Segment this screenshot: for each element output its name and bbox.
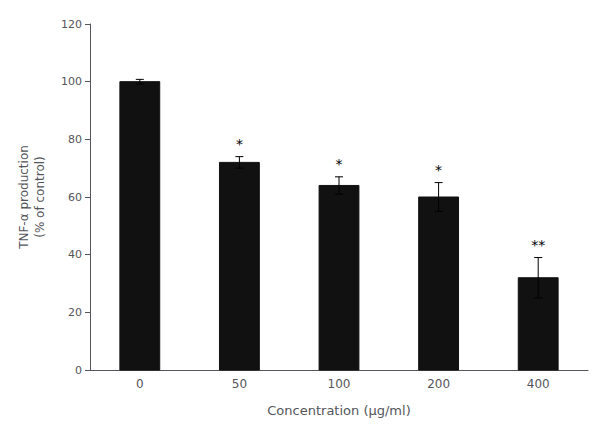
svg-text:200: 200 xyxy=(427,377,450,391)
svg-text:100: 100 xyxy=(61,75,82,88)
svg-text:0: 0 xyxy=(75,364,82,377)
svg-text:120: 120 xyxy=(61,18,82,31)
svg-text:400: 400 xyxy=(527,377,550,391)
svg-text:50: 50 xyxy=(232,377,247,391)
svg-text:**: ** xyxy=(531,237,545,253)
svg-text:20: 20 xyxy=(68,306,82,319)
svg-text:*: * xyxy=(336,156,343,172)
svg-text:40: 40 xyxy=(68,248,82,261)
svg-text:Concentration (μg/ml): Concentration (μg/ml) xyxy=(267,403,410,418)
svg-text:100: 100 xyxy=(328,377,351,391)
svg-text:60: 60 xyxy=(68,191,82,204)
svg-text:80: 80 xyxy=(68,133,82,146)
svg-text:0: 0 xyxy=(136,377,144,391)
svg-text:TNF-α production: TNF-α production xyxy=(17,145,31,250)
svg-text:*: * xyxy=(236,136,243,152)
svg-text:*: * xyxy=(435,162,442,178)
svg-text:(% of control): (% of control) xyxy=(33,156,47,238)
